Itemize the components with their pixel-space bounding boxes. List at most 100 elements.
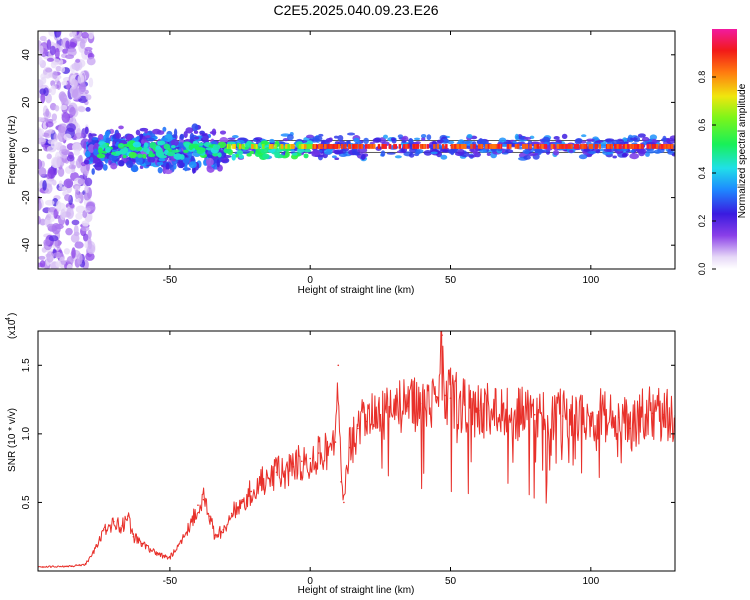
spectrogram-noise-cell (39, 35, 47, 42)
spectrogram-halo-cell (346, 132, 356, 136)
snr-data-point (640, 415, 643, 417)
spectrogram-line-cell (458, 144, 461, 149)
spectrogram-halo-cell (646, 141, 656, 145)
spectrogram-line-cell (365, 144, 368, 149)
spectrogram-line-cell (646, 144, 649, 149)
spectrogram-line-cell (453, 144, 457, 149)
snr-data-point (435, 396, 438, 398)
spectrogram-core-cell (188, 144, 194, 151)
spectrogram-line-cell (344, 144, 347, 149)
spectrogram-line-cell (423, 144, 426, 149)
spectrogram-band-cell (173, 128, 178, 137)
spectrogram-band-cell (205, 157, 214, 167)
spectrogram-halo-cell (645, 152, 650, 157)
spectrogram-noise-cell (54, 105, 60, 112)
spectrogram-noise-cell (45, 213, 52, 221)
spectrogram-band-cell (156, 161, 164, 166)
spectrogram-line-cell (543, 144, 547, 149)
spectrogram-halo-cell (523, 136, 532, 140)
snr-data-point (379, 413, 382, 416)
snr-data-point (618, 416, 620, 419)
snr-data-point (533, 413, 536, 416)
spectrogram-band-cell (184, 163, 188, 172)
spectrogram-halo-cell (531, 152, 539, 156)
spectrogram-core-cell (274, 152, 280, 158)
spectrogram-band-cell (110, 162, 118, 170)
spectrogram-line-cell (280, 144, 284, 149)
spectrogram-line-cell (514, 144, 518, 149)
snr-data-point (169, 556, 171, 559)
spectrogram-line-cell (487, 144, 491, 149)
spectrogram-band-cell (189, 132, 195, 142)
spectrogram-halo-cell (401, 140, 407, 143)
spectrogram-noise-cell (60, 208, 66, 221)
spectrogram-line-cell (525, 144, 529, 149)
spectrogram-line-cell (373, 144, 376, 149)
spectrogram-noise-cell (65, 40, 70, 50)
spectrogram-halo-cell (337, 135, 344, 142)
spectrogram-band-cell (90, 133, 97, 137)
spectrogram-halo-cell (386, 152, 396, 155)
spectrogram-line-cell (232, 144, 235, 149)
spectrogram-core-cell (170, 144, 176, 149)
snr-data-point (275, 471, 278, 474)
spectrogram-halo-cell (436, 139, 445, 144)
spectrogram-core-cell (142, 146, 148, 153)
spectrogram-x-tick-label: 0 (307, 275, 313, 286)
spectrogram-noise-cell (49, 45, 56, 56)
snr-data-point (662, 413, 665, 416)
spectrogram-noise-cell (52, 252, 62, 258)
spectrogram-line-cell (608, 144, 612, 149)
spectrogram-line-cell (638, 144, 641, 149)
snr-data-point (300, 460, 303, 463)
spectrogram-line-cell (405, 144, 408, 149)
spectrogram-halo-cell (305, 134, 315, 139)
spectrogram-noise-cell (73, 149, 81, 156)
spectrogram-noise-cell (61, 112, 71, 124)
snr-data-point (84, 563, 87, 565)
spectrogram-band-cell (88, 144, 96, 153)
spectrogram-noise-cell (68, 164, 77, 170)
spectrogram-core-cell (149, 142, 157, 149)
spectrogram-band-cell (145, 137, 155, 142)
spectrogram-line-cell (614, 144, 617, 149)
spectrogram-noise-cell (55, 260, 62, 268)
spectrogram-halo-cell (553, 149, 560, 156)
spectrogram-core-cell (262, 153, 270, 160)
spectrogram-line-cell (327, 144, 331, 149)
spectrogram-halo-cell (662, 135, 667, 143)
colorbar-label: Normalized spectral amplitude (737, 83, 748, 218)
spectrogram-line-cell (323, 144, 327, 149)
spectrogram-band-cell (103, 134, 107, 142)
spectrogram-halo-cell (442, 149, 450, 153)
spectrogram-line-cell (598, 144, 602, 149)
spectrogram-line-cell (584, 144, 588, 149)
snr-data-point (104, 529, 107, 531)
spectrogram-line-cell (367, 144, 371, 149)
spectrogram-line-cell (450, 144, 454, 149)
spectrogram-line-cell (579, 144, 583, 149)
spectrogram-core-cell (148, 150, 153, 158)
snr-frame (37, 330, 676, 572)
spectrogram-noise-cell (56, 80, 62, 90)
spectrogram-noise-cell (60, 260, 67, 265)
snr-data-point (407, 405, 410, 408)
spectrogram-line-cell (470, 144, 473, 149)
spectrogram-core-cell (231, 153, 236, 161)
spectrogram-halo-cell (486, 152, 491, 156)
spectrogram-core-cell (137, 153, 143, 158)
spectrogram-noise-cell (43, 239, 51, 246)
snr-multiplier-close: ) (7, 313, 18, 316)
spectrogram-x-tick-label: 50 (445, 275, 457, 286)
snr-data-point (70, 565, 73, 567)
spectrogram-core-cell (142, 153, 147, 159)
spectrogram-line-cell (495, 144, 499, 149)
spectrogram-noise-cell (38, 45, 44, 55)
spectrogram-halo-cell (638, 150, 646, 157)
spectrogram-core-cell (182, 149, 189, 154)
snr-x-tick-label: 0 (307, 576, 313, 587)
snr-data-point (393, 407, 396, 409)
spectrogram-noise-cell (87, 31, 94, 40)
spectrogram-core-cell (200, 147, 206, 153)
spectrogram-noise-cell (72, 87, 82, 100)
